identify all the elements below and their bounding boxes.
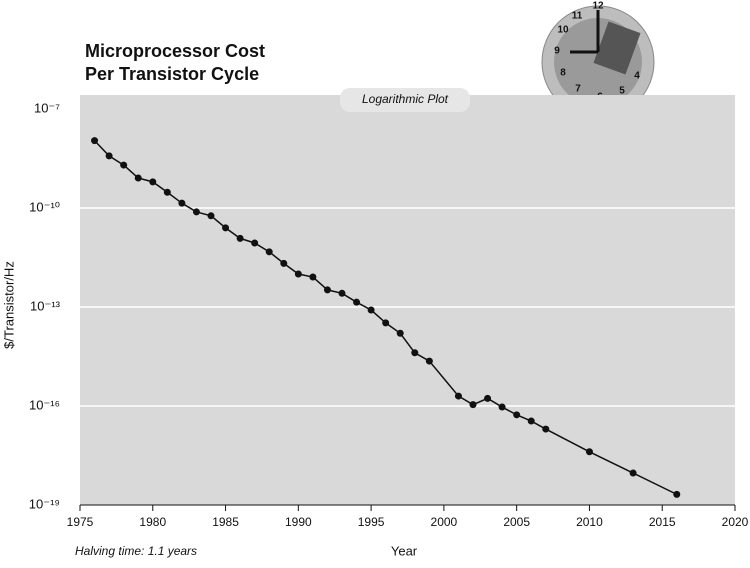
data-point [294,270,302,278]
x-axis-label: Year [391,543,418,558]
annotation: Logarithmic Plot [362,92,449,106]
data-point [309,273,317,281]
x-tick-label: 1995 [358,515,385,529]
data-point [120,161,128,169]
clock-number: 7 [575,84,581,95]
data-point [236,234,244,242]
x-tick-label: 2015 [649,515,676,529]
data-point [411,349,419,357]
data-point [280,259,288,267]
clock-number: 8 [560,68,566,79]
plot-tab [340,88,470,112]
data-point [498,403,506,411]
data-line [94,140,678,496]
data-point [382,319,390,327]
y-tick-label: 10⁻⁷ [34,100,60,115]
data-point [91,137,99,145]
data-point [265,248,273,256]
y-tick-label: 10⁻¹⁰ [29,199,60,214]
x-tick-label: 1990 [285,515,312,529]
x-tick-label: 2020 [722,515,749,529]
data-point [192,208,200,216]
data-point [207,212,215,220]
x-tick-label: 2000 [431,515,458,529]
data-point [222,224,230,232]
data-point [469,401,477,409]
clock-number: 10 [557,25,569,36]
data-point [134,174,142,182]
data-point [542,425,550,433]
data-point [251,239,259,247]
data-point [585,448,593,456]
x-tick-label: 2005 [503,515,530,529]
data-point [396,329,404,337]
data-point [454,392,462,400]
annotation: Halving time: 1.1 years [75,544,197,558]
chart-title: Microprocessor Cost [85,41,265,61]
y-tick-label: 10⁻¹³ [30,298,61,313]
clock-number: 5 [619,86,625,97]
x-tick-label: 1985 [212,515,239,529]
x-tick-label: 2010 [576,515,603,529]
x-tick-label: 1980 [139,515,166,529]
data-point [323,286,331,294]
y-axis-label: $/Transistor/Hz [1,261,16,349]
data-point [178,199,186,207]
data-point [629,469,637,477]
data-point [673,490,681,498]
data-point [527,417,535,425]
chip [593,21,641,75]
y-tick-label: 10⁻¹⁶ [29,397,60,412]
chart-title: Per Transistor Cycle [85,64,259,84]
clock-icon: 121110987654 [541,1,655,119]
data-point [484,394,492,402]
data-point [353,298,361,306]
data-point [425,357,433,365]
data-point [338,289,346,297]
clock-number: 11 [572,11,583,22]
x-tick-label: 1975 [67,515,94,529]
data-point [513,411,521,419]
clock-number: 4 [634,71,640,82]
clock-number: 9 [554,46,560,57]
y-tick-label: 10⁻¹⁹ [29,496,60,511]
plot-background [80,95,735,505]
data-point [149,178,157,186]
data-point [367,306,375,314]
data-point [163,188,171,196]
clock-number: 12 [592,1,604,12]
data-point [105,152,113,160]
